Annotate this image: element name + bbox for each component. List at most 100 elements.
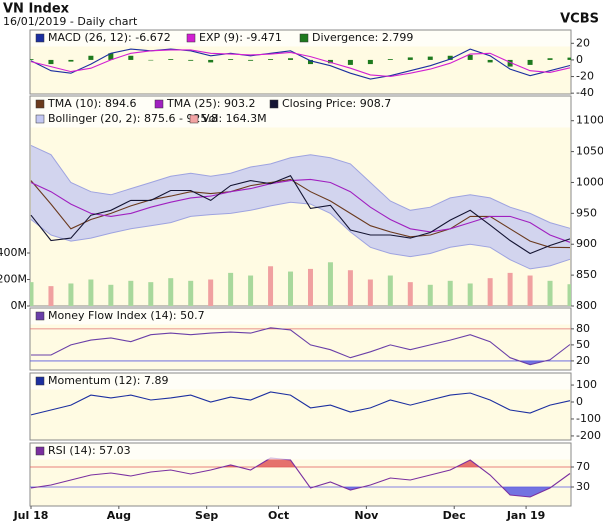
chart-subtitle: 16/01/2019 - Daily chart [3, 15, 138, 28]
divergence-bar [407, 57, 413, 60]
legend-swatch [35, 376, 45, 386]
x-tick-label: Aug [107, 509, 131, 522]
legend-swatch [299, 33, 309, 43]
legend-background [30, 96, 571, 128]
divergence-bar [88, 55, 94, 60]
series-line [30, 48, 571, 80]
volume-bar [188, 280, 194, 306]
volume-bar [248, 275, 254, 306]
threshold-fill [31, 487, 570, 497]
volume-bar [547, 280, 553, 306]
y-tick-label: 20 [576, 354, 590, 367]
volume-bar [108, 284, 114, 306]
divergence-bar [208, 59, 214, 63]
y-tick-label: 1000 [576, 175, 603, 188]
divergence-bar [507, 59, 513, 67]
divergence-bar [248, 59, 254, 61]
panel [30, 327, 571, 366]
volume-bar [48, 286, 54, 306]
legend-background [30, 373, 571, 390]
y-tick-label: 80 [576, 322, 590, 335]
panel [30, 144, 571, 306]
panel [30, 391, 571, 416]
series-line [31, 327, 571, 366]
y2-tick-label: 400M [0, 246, 27, 259]
divergence-bar [148, 59, 154, 61]
volume-bar [307, 268, 313, 306]
legend-swatch [35, 99, 45, 109]
y-tick-label: 1050 [576, 145, 603, 158]
divergence-bar [547, 58, 553, 60]
volume-bar [148, 282, 154, 306]
divergence-bar [347, 59, 353, 65]
divergence-bar [48, 59, 54, 65]
volume-bar [88, 279, 94, 306]
y2-tick-label: 0M [11, 299, 28, 312]
y-tick-label: -20 [576, 70, 594, 83]
legend-label: Divergence: 2.799 [312, 31, 413, 44]
legend-label: RSI (14): 57.03 [48, 444, 131, 457]
y-tick-label: 800 [576, 299, 597, 312]
divergence-bar [567, 57, 571, 60]
chart-title: VN Index [3, 2, 70, 17]
legend-label: MACD (26, 12): -6.672 [48, 31, 171, 44]
volume-bar [447, 280, 453, 306]
divergence-bar [467, 54, 473, 60]
volume-bar [268, 266, 274, 306]
divergence-bar [307, 59, 313, 65]
y-tick-label: 950 [576, 206, 597, 219]
divergence-bar [168, 59, 174, 60]
legend-label: Vol: 164.3M [202, 112, 267, 125]
y-tick-label: -200 [576, 429, 601, 442]
bollinger-upper [30, 144, 571, 229]
y-tick-label: 850 [576, 268, 597, 281]
divergence-bar [268, 59, 274, 60]
y-tick-label: -100 [576, 412, 601, 425]
volume-bar [30, 282, 34, 306]
legend-label: EXP (9): -9.471 [199, 31, 282, 44]
volume-bar [427, 284, 433, 306]
y-tick-label: 50 [576, 338, 590, 351]
y-tick-label: -40 [576, 86, 594, 99]
source: VCBS [560, 12, 599, 27]
y-tick-label: 0 [576, 53, 583, 66]
volume-bar [367, 279, 373, 306]
divergence-bar [427, 56, 433, 60]
legend-swatch [35, 114, 45, 124]
legend-swatch [35, 446, 45, 456]
y-tick-label: 1100 [576, 114, 603, 127]
y-tick-label: 100 [576, 378, 597, 391]
y-tick-label: 20 [576, 36, 590, 49]
legend-label: TMA (10): 894.6 [47, 97, 137, 110]
series-line [30, 391, 571, 416]
legend-background [30, 308, 571, 325]
volume-bar [507, 272, 513, 306]
series-line [30, 178, 571, 249]
x-tick-label: Dec [443, 509, 466, 522]
y-tick-label: 0 [576, 395, 583, 408]
legend-swatch [269, 99, 279, 109]
legend-label: Bollinger (20, 2): 875.6 - 925.8 [48, 112, 218, 125]
divergence-bar [387, 59, 393, 60]
divergence-bar [188, 59, 194, 61]
legend-label: Closing Price: 908.7 [282, 97, 391, 110]
divergence-bar [327, 59, 333, 64]
volume-bar [288, 271, 294, 306]
volume-bar [327, 262, 333, 306]
y-tick-label: 30 [576, 480, 590, 493]
volume-bar [208, 279, 214, 306]
bollinger-band [31, 145, 570, 269]
legend-swatch [35, 311, 45, 321]
divergence-bar [68, 59, 74, 62]
divergence-bar [108, 53, 114, 60]
series-line [30, 457, 571, 498]
volume-bar [527, 275, 533, 306]
series-line [30, 175, 571, 255]
divergence-bar [447, 55, 453, 60]
divergence-bar [367, 59, 373, 65]
panel [30, 457, 571, 498]
legend-label: Momentum (12): 7.89 [48, 374, 168, 387]
divergence-bar [288, 58, 294, 60]
legend-label: TMA (25): 903.2 [166, 97, 256, 110]
